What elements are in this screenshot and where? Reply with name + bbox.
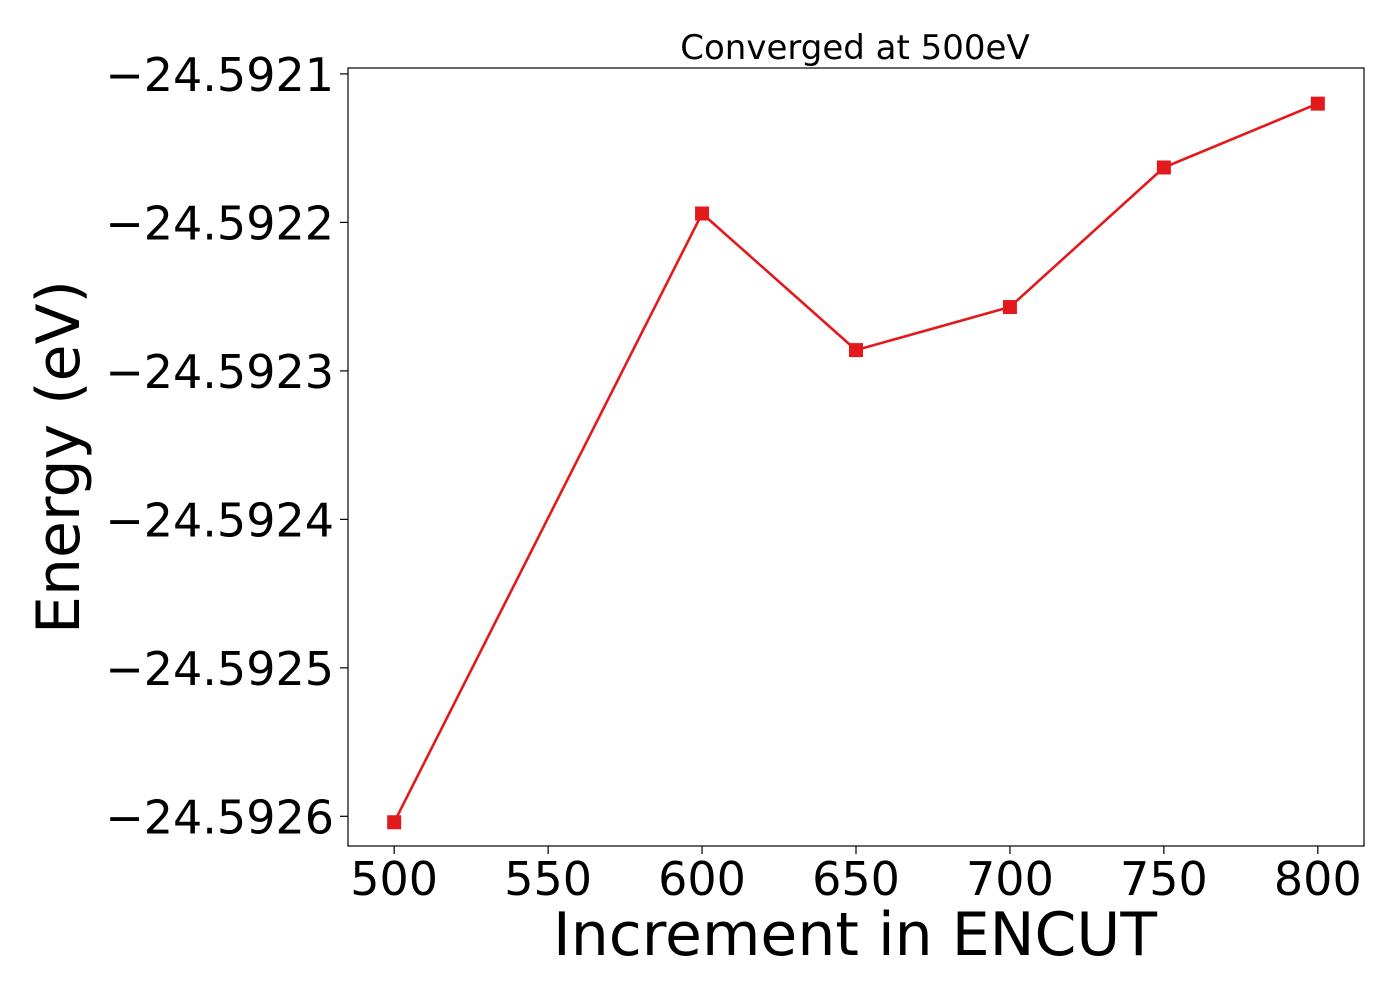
axis-ticks: 500 550 600 650 700 750 800 −24.5921 −24.5922 −24… xyxy=(105,48,1361,906)
x-tick-label: 750 xyxy=(1120,852,1208,906)
y-tick-label: −24.5921 xyxy=(105,48,334,102)
x-tick-label: 650 xyxy=(812,852,900,906)
y-tick-label: −24.5922 xyxy=(105,196,334,250)
data-point-marker xyxy=(1002,300,1017,315)
series-line xyxy=(393,102,1319,823)
y-tick-label: −24.5926 xyxy=(105,790,334,844)
plot-frame xyxy=(347,67,1365,847)
data-point-marker xyxy=(387,815,402,830)
y-tick-label: −24.5924 xyxy=(105,493,334,547)
y-tick-label: −24.5925 xyxy=(105,642,334,696)
x-tick-label: 800 xyxy=(1274,852,1362,906)
data-point-marker xyxy=(695,206,710,221)
series-layer xyxy=(387,96,1325,830)
chart-title: Converged at 500eV xyxy=(680,28,1029,68)
x-axis-label: Increment in ENCUT xyxy=(553,900,1157,970)
data-point-marker xyxy=(1310,96,1325,111)
x-tick-label: 550 xyxy=(504,852,592,906)
data-point-marker xyxy=(1156,160,1171,175)
x-tick-label: 500 xyxy=(350,852,438,906)
y-tick-label: −24.5923 xyxy=(105,345,334,399)
y-axis-label: Energy (eV) xyxy=(24,280,94,634)
x-tick-label: 600 xyxy=(658,852,746,906)
data-point-marker xyxy=(849,343,863,358)
x-tick-label: 700 xyxy=(966,852,1054,906)
